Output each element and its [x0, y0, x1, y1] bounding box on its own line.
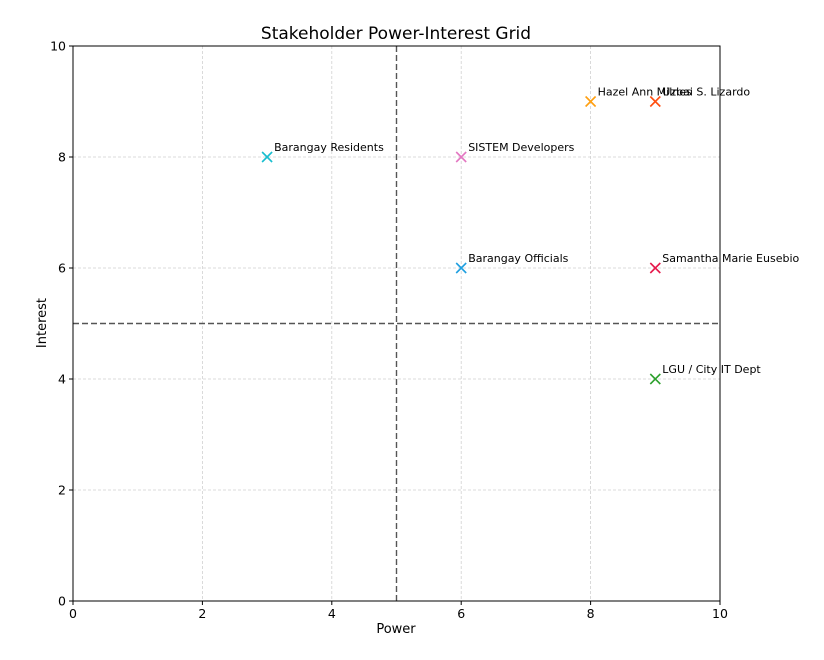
x-tick-label: 6 — [457, 606, 465, 621]
data-point: SISTEM Developers — [455, 141, 575, 163]
point-label: Barangay Officials — [468, 252, 568, 265]
x-axis-label: Power — [376, 622, 416, 637]
y-tick-label: 0 — [58, 594, 66, 609]
x-tick-label: 8 — [587, 606, 595, 621]
point-label: Uzbai S. Lizardo — [662, 86, 750, 99]
chart-title: Stakeholder Power-Interest Grid — [261, 24, 531, 44]
data-point: Hazel Ann Milnes — [585, 86, 692, 108]
data-point: Samantha Marie Eusebio — [649, 252, 800, 274]
x-marker — [585, 95, 597, 108]
data-point: LGU / City IT Dept — [649, 363, 761, 385]
data-points: Barangay Residents SISTEM Developers Baran… — [261, 86, 800, 385]
point-label: Samantha Marie Eusebio — [662, 252, 799, 265]
x-tick-label: 4 — [328, 606, 336, 621]
quadrant-lines — [73, 46, 720, 601]
y-tick-label: 2 — [58, 483, 66, 498]
data-point: Barangay Officials — [455, 252, 569, 274]
x-tick-label: 10 — [712, 606, 728, 621]
x-marker — [455, 262, 467, 274]
x-marker — [455, 151, 467, 163]
y-tick-label: 6 — [58, 261, 66, 276]
x-marker — [649, 262, 661, 274]
axis-ticks: 0 2 4 6 8 10 0 2 4 6 8 10 — [50, 39, 728, 622]
x-marker — [649, 95, 661, 108]
x-marker — [261, 151, 273, 163]
y-tick-label: 4 — [58, 372, 66, 387]
data-point: Uzbai S. Lizardo — [649, 86, 750, 108]
y-tick-label: 10 — [50, 39, 66, 54]
x-tick-label: 0 — [69, 606, 77, 621]
data-point: Barangay Residents — [261, 141, 384, 163]
point-label: SISTEM Developers — [468, 141, 574, 154]
point-label: LGU / City IT Dept — [662, 363, 761, 376]
point-label: Hazel Ann Milnes — [598, 86, 692, 99]
x-tick-label: 2 — [198, 606, 206, 621]
y-axis-label: Interest — [35, 298, 50, 348]
point-label: Barangay Residents — [274, 141, 384, 154]
y-tick-label: 8 — [58, 150, 66, 165]
x-marker — [649, 373, 661, 385]
plot-frame — [72, 45, 721, 602]
